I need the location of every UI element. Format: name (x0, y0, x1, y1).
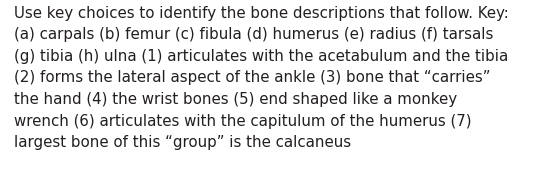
Text: Use key choices to identify the bone descriptions that follow. Key:
(a) carpals : Use key choices to identify the bone des… (14, 6, 509, 150)
